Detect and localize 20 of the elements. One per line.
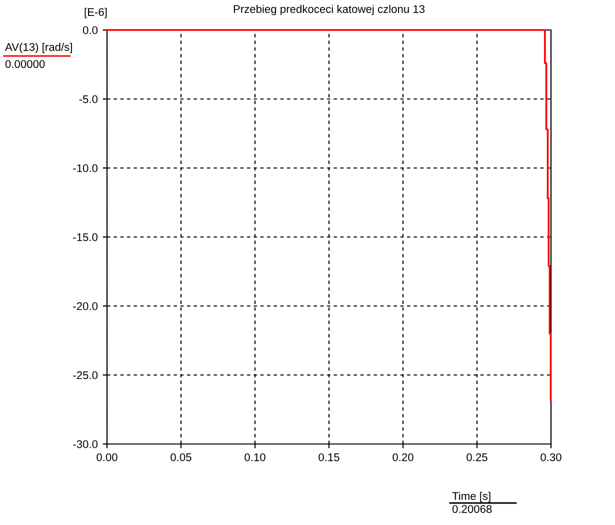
y-tick-label: -25.0 [73, 371, 98, 380]
x-tick-label: 0.05 [170, 453, 192, 462]
x-tick-label: 0.00 [96, 453, 118, 462]
text: [E-6] [84, 8, 107, 18]
y-tick-label: 0.0 [82, 26, 98, 34]
y-tick-label: -5.0 [79, 95, 98, 104]
text: 0.00000 [5, 60, 45, 68]
x-tick-label: 0.25 [466, 453, 488, 462]
y-tick-label: -10.0 [73, 164, 98, 172]
text: AV(13) [rad/s] [5, 42, 72, 54]
chart-title: Przebieg predkoceci katowej czlonu 13 [234, 4, 425, 16]
x-tick-label: 0.15 [318, 453, 340, 462]
x-tick-label: 0.20 [392, 453, 414, 462]
x-tick-label: 0.10 [244, 453, 266, 462]
y-tick-label: -30.0 [73, 440, 98, 448]
text: 0.20068 [452, 505, 492, 513]
y-tick-label: -20.0 [73, 302, 98, 310]
y-tick-label: -15.0 [73, 233, 98, 242]
x-tick-label: 0.30 [540, 453, 562, 462]
x-axis-title: Time [s] [452, 492, 490, 502]
